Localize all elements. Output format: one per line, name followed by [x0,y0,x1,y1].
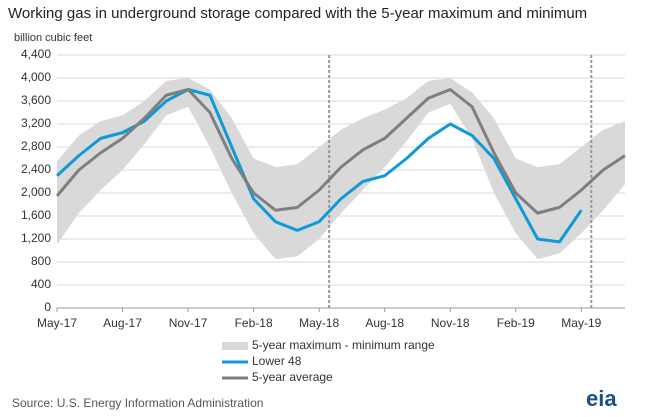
y-tick-label: 2,000 [21,185,51,199]
legend-label: Lower 48 [252,354,302,368]
y-tick-label: 0 [44,300,51,314]
y-axis-label: billion cubic feet [14,32,92,44]
y-tick-label: 800 [31,254,51,268]
series-line [55,88,626,215]
chart-title: Working gas in underground storage compa… [8,5,587,22]
x-tick-label: Nov-18 [431,316,470,330]
x-tick-label: May-19 [561,316,601,330]
x-tick-label: Feb-18 [235,316,273,330]
legend-label: 5-year average [252,370,333,384]
source: Source: U.S. Energy Information Administ… [12,396,263,410]
y-tick-label: 3,600 [21,93,51,107]
x-tick-label: May-17 [37,316,77,330]
logo: eia [586,386,617,411]
legend-label: 5-year maximum - minimum range [252,338,435,352]
x-tick-label: Aug-17 [103,316,142,330]
x-tick-label: Feb-19 [497,316,535,330]
y-tick-label: 400 [31,277,51,291]
x-tick-label: May-18 [299,316,339,330]
x-tick-label: Aug-18 [365,316,404,330]
y-tick-label: 1,200 [21,231,51,245]
x-tick-label: Nov-17 [169,316,208,330]
y-tick-label: 1,600 [21,208,51,222]
y-tick-label: 3,200 [21,116,51,130]
y-tick-label: 4,000 [21,70,51,84]
legend-swatch [222,342,248,350]
y-tick-label: 2,800 [21,139,51,153]
y-tick-label: 2,400 [21,162,51,176]
series-line [55,88,583,244]
y-tick-label: 4,400 [21,47,51,61]
